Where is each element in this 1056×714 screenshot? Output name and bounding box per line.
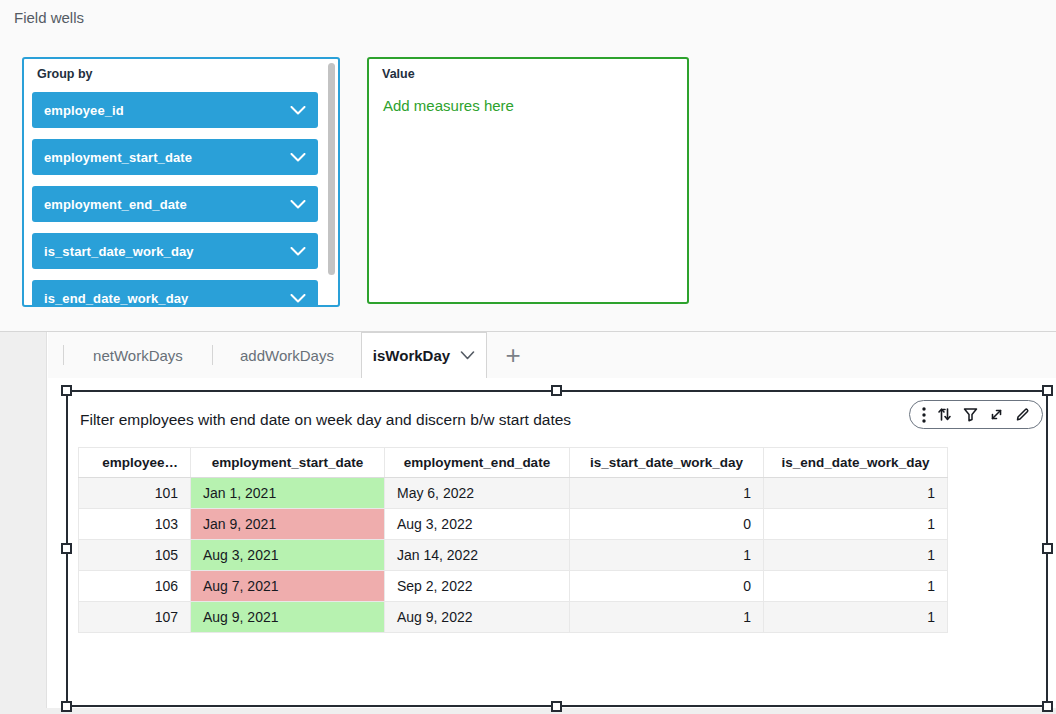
table-row: 101Jan 1, 2021May 6, 202211 xyxy=(79,478,948,509)
table-cell[interactable]: 1 xyxy=(764,571,948,602)
table-cell[interactable]: 0 xyxy=(570,509,764,540)
chevron-down-icon[interactable] xyxy=(290,153,306,162)
column-header[interactable]: employee… xyxy=(79,448,191,478)
field-pill-is-end-date-work-day[interactable]: is_end_date_work_day xyxy=(32,280,318,307)
bottom-margin xyxy=(0,708,1056,714)
data-table: employee…employment_start_dateemployment… xyxy=(78,447,948,633)
field-pill-is-start-date-work-day[interactable]: is_start_date_work_day xyxy=(32,233,318,269)
add-measures-hint: Add measures here xyxy=(383,97,514,114)
tab-networkdays[interactable]: netWorkDays xyxy=(64,332,212,378)
resize-handle-mid-left[interactable] xyxy=(61,543,72,554)
value-label: Value xyxy=(382,67,687,81)
table-cell[interactable]: 105 xyxy=(79,540,191,571)
chevron-down-icon[interactable] xyxy=(460,351,475,360)
table-cell[interactable]: May 6, 2022 xyxy=(385,478,570,509)
column-header[interactable]: is_end_date_work_day xyxy=(764,448,948,478)
table-header-row: employee…employment_start_dateemployment… xyxy=(79,448,948,478)
column-header[interactable]: employment_start_date xyxy=(191,448,385,478)
field-wells-panel: Field wells Group by employee_id employm… xyxy=(0,0,1056,331)
edit-pencil-icon[interactable] xyxy=(1015,401,1030,428)
column-header[interactable]: employment_end_date xyxy=(385,448,570,478)
filter-icon[interactable] xyxy=(963,401,978,428)
table-cell[interactable]: Sep 2, 2022 xyxy=(385,571,570,602)
visual-toolbar xyxy=(909,400,1043,429)
sheet-canvas: netWorkDays addWorkDays isWorkDay + Filt… xyxy=(0,332,1056,714)
resize-handle-bottom-right[interactable] xyxy=(1042,701,1053,712)
field-pill-employment-start-date[interactable]: employment_start_date xyxy=(32,139,318,175)
group-by-scrollbar-thumb[interactable] xyxy=(328,63,335,275)
group-by-well[interactable]: Group by employee_id employment_start_da… xyxy=(22,57,340,307)
table-cell[interactable]: 106 xyxy=(79,571,191,602)
chevron-down-icon[interactable] xyxy=(290,106,306,115)
table-cell[interactable]: Aug 3, 2022 xyxy=(385,509,570,540)
table-cell[interactable]: Jan 1, 2021 xyxy=(191,478,385,509)
table-row: 107Aug 9, 2021Aug 9, 202211 xyxy=(79,602,948,633)
table-row: 105Aug 3, 2021Jan 14, 202211 xyxy=(79,540,948,571)
table-cell[interactable]: Jan 14, 2022 xyxy=(385,540,570,571)
table-cell[interactable]: 1 xyxy=(570,478,764,509)
sort-arrows-icon[interactable] xyxy=(937,401,952,428)
resize-handle-mid-right[interactable] xyxy=(1042,543,1053,554)
table-cell[interactable]: 101 xyxy=(79,478,191,509)
table-cell[interactable]: 0 xyxy=(570,571,764,602)
table-cell[interactable]: Aug 9, 2021 xyxy=(191,602,385,633)
group-by-label: Group by xyxy=(37,67,338,81)
sheet-tab-bar: netWorkDays addWorkDays isWorkDay + xyxy=(48,332,1056,378)
chevron-down-icon[interactable] xyxy=(290,200,306,209)
plus-icon: + xyxy=(505,340,520,371)
table-cell[interactable]: 1 xyxy=(764,540,948,571)
field-pill-employment-end-date[interactable]: employment_end_date xyxy=(32,186,318,222)
table-cell[interactable]: Aug 3, 2021 xyxy=(191,540,385,571)
value-well[interactable]: Value Add measures here xyxy=(367,57,689,304)
visual-title: Filter employees with end date on week d… xyxy=(80,411,571,429)
column-header[interactable]: is_start_date_work_day xyxy=(570,448,764,478)
resize-handle-bottom-left[interactable] xyxy=(61,701,72,712)
resize-handle-top-left[interactable] xyxy=(61,385,72,396)
table-cell[interactable]: Jan 9, 2021 xyxy=(191,509,385,540)
chevron-down-icon[interactable] xyxy=(290,294,306,303)
field-pill-employee-id[interactable]: employee_id xyxy=(32,92,318,128)
table-cell[interactable]: Aug 9, 2022 xyxy=(385,602,570,633)
table-cell[interactable]: 1 xyxy=(570,540,764,571)
table-row: 106Aug 7, 2021Sep 2, 202201 xyxy=(79,571,948,602)
table-cell[interactable]: 1 xyxy=(570,602,764,633)
table-cell[interactable]: 107 xyxy=(79,602,191,633)
group-by-pill-list: employee_id employment_start_date employ… xyxy=(32,92,318,307)
table-cell[interactable]: 1 xyxy=(764,478,948,509)
resize-handle-bottom-center[interactable] xyxy=(551,701,562,712)
field-wells-title: Field wells xyxy=(14,9,84,26)
table-cell[interactable]: 1 xyxy=(764,509,948,540)
left-gutter xyxy=(0,332,47,714)
chevron-down-icon[interactable] xyxy=(290,247,306,256)
resize-handle-top-right[interactable] xyxy=(1042,385,1053,396)
resize-handle-top-center[interactable] xyxy=(551,385,562,396)
tab-addworkdays[interactable]: addWorkDays xyxy=(213,332,361,378)
table-cell[interactable]: 1 xyxy=(764,602,948,633)
table-cell[interactable]: Aug 7, 2021 xyxy=(191,571,385,602)
table-row: 103Jan 9, 2021Aug 3, 202201 xyxy=(79,509,948,540)
table-visual[interactable]: Filter employees with end date on week d… xyxy=(66,390,1048,707)
add-sheet-button[interactable]: + xyxy=(487,332,539,378)
kebab-menu-icon[interactable] xyxy=(922,401,926,428)
expand-icon[interactable] xyxy=(989,401,1004,428)
tab-isworkday[interactable]: isWorkDay xyxy=(361,332,487,378)
table-cell[interactable]: 103 xyxy=(79,509,191,540)
